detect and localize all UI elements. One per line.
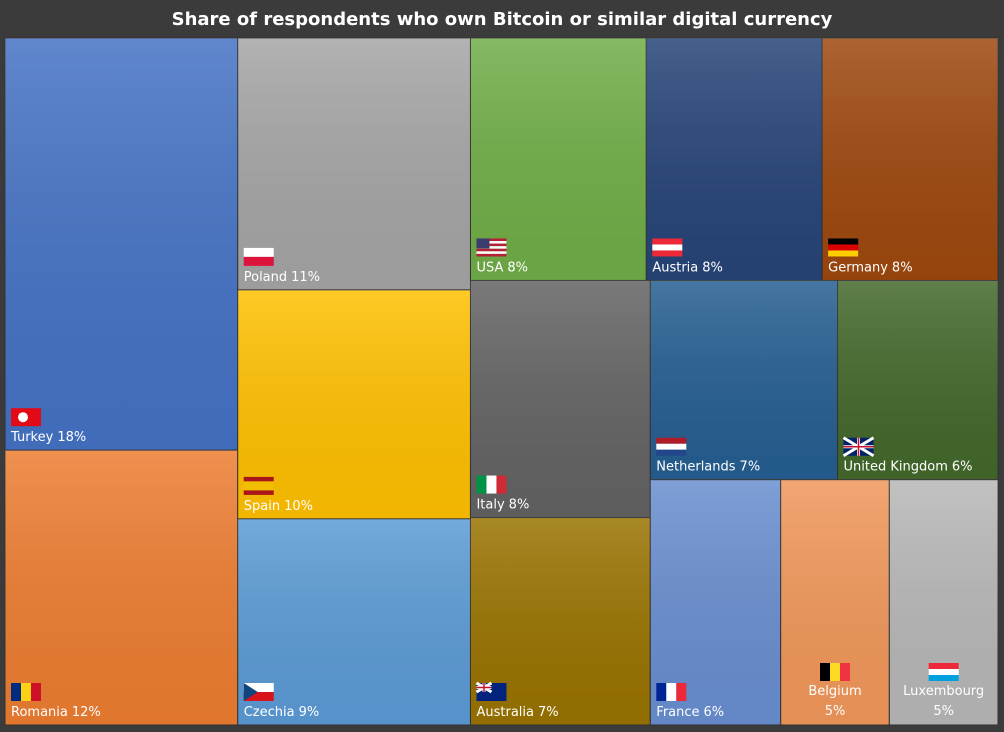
value-text: 8% <box>892 260 913 275</box>
flag-stripe <box>243 481 274 486</box>
tile-label: Turkey 18% <box>10 430 86 445</box>
flag-stripe <box>928 669 959 675</box>
tile-label: Poland 11% <box>244 270 320 285</box>
flag-stripe <box>243 485 274 491</box>
value-text: 6% <box>704 705 725 720</box>
flag-stripe <box>828 250 859 257</box>
flag-stripe <box>676 683 687 701</box>
tile-label: Germany 8% <box>828 260 912 275</box>
category-label: Belgium <box>808 684 861 699</box>
flag-stripe <box>476 251 507 254</box>
category-label: USA <box>476 260 503 275</box>
value-text: 8% <box>507 260 528 275</box>
value-text: 11% <box>291 270 320 285</box>
flag-stripe <box>830 663 841 681</box>
category-label: United Kingdom <box>844 460 948 475</box>
category-label: France <box>656 705 699 720</box>
category-label: Australia <box>476 705 534 720</box>
flag-stripe <box>476 238 507 242</box>
flag-stripe <box>243 490 274 495</box>
flag-stripe <box>31 683 41 701</box>
value-text: 5% <box>933 704 954 719</box>
flag-stripe <box>486 475 497 494</box>
flag-stripe <box>243 247 274 257</box>
flag-stripe <box>928 675 959 681</box>
flag-stripe <box>652 238 683 245</box>
flag-stripe <box>476 246 507 249</box>
tile-label: Spain 10% <box>244 499 313 514</box>
tile-label: USA 8% <box>476 260 528 275</box>
flag-stripe <box>476 241 507 244</box>
tile-label: Luxembourg <box>903 684 984 699</box>
chart-title: Share of respondents who own Bitcoin or … <box>172 9 833 30</box>
tile-label: Belgium <box>808 684 861 699</box>
value-text: 10% <box>284 499 313 514</box>
category-label: Netherlands <box>656 460 735 475</box>
flag-triangle <box>243 683 258 701</box>
value-text: 9% <box>299 705 320 720</box>
flag-stripe <box>11 683 21 701</box>
flag-cross-red <box>476 683 492 692</box>
category-label: Poland <box>244 270 287 285</box>
treemap: Turkey 18% Romania 12% Poland 11% Spain 10% Czec… <box>4 37 999 726</box>
flag-emblem <box>18 412 28 423</box>
flag-stripe <box>666 683 677 701</box>
flag-stripe <box>828 238 859 245</box>
category-label: Austria <box>652 260 698 275</box>
flag-stripe <box>476 248 507 252</box>
tile-label: Czechia 9% <box>244 705 320 720</box>
flag-stripe <box>656 443 687 450</box>
value-text: 5% <box>825 704 846 719</box>
tile-label: Austria 8% <box>652 260 723 275</box>
flag-stripe <box>476 243 507 247</box>
flag-canton <box>476 238 490 249</box>
value-text: 8% <box>509 498 530 513</box>
tile-label: Netherlands 7% <box>656 460 760 475</box>
category-label: Luxembourg <box>903 684 984 699</box>
flag-stripe <box>840 663 851 681</box>
tile-label: Romania 12% <box>11 705 101 720</box>
flag-stripe <box>243 692 274 701</box>
category-label: Italy <box>476 498 505 513</box>
value-label: 5% <box>933 704 954 719</box>
tile-label: France 6% <box>656 705 724 720</box>
flag-stripe <box>476 475 487 494</box>
flag-stripe <box>243 256 274 266</box>
flag-stripe <box>21 683 31 701</box>
tile-label: United Kingdom 6% <box>844 460 973 475</box>
category-label: Germany <box>828 260 888 275</box>
category-label: Spain <box>244 499 280 514</box>
flag-stripe <box>496 475 507 494</box>
flag-stripe <box>656 437 687 444</box>
flag-stripe <box>243 683 274 692</box>
flag-stripe <box>656 683 667 701</box>
flag-stripe <box>243 476 274 482</box>
category-label: Romania <box>11 705 68 720</box>
tile-label: Italy 8% <box>476 498 529 513</box>
value-text: 6% <box>952 460 973 475</box>
flag-stripe <box>828 244 859 251</box>
flag-cross-red <box>843 437 874 456</box>
flag-stripe <box>928 663 959 669</box>
value-text: 7% <box>740 460 761 475</box>
value-text: 12% <box>72 705 101 720</box>
category-label: Turkey <box>10 430 54 445</box>
flag-stripe <box>652 250 683 257</box>
flag-stripe <box>820 663 831 681</box>
tile <box>4 37 239 451</box>
value-text: 8% <box>702 260 723 275</box>
value-label: 5% <box>825 704 846 719</box>
category-label: Czechia <box>244 705 295 720</box>
value-text: 18% <box>57 430 86 445</box>
flag-stripe <box>656 449 687 456</box>
flag-stripe <box>476 253 507 257</box>
flag-stripe <box>652 244 683 251</box>
tile-label: Australia 7% <box>476 705 558 720</box>
value-text: 7% <box>538 705 559 720</box>
